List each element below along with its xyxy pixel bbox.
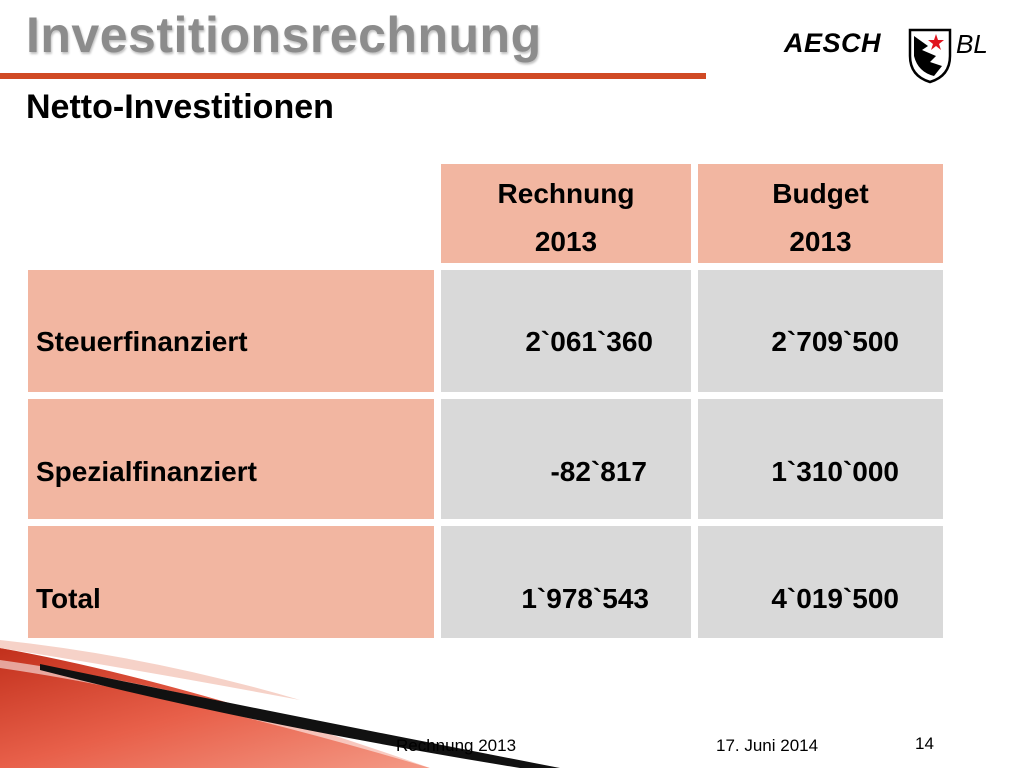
page-number: 14 xyxy=(915,734,934,753)
value-budget-total: 4`019`500 xyxy=(771,583,899,614)
table-cell-budget: 4`019`500 xyxy=(698,526,943,638)
table-cell-budget: 1`310`000 xyxy=(698,399,943,519)
header-budget-line2: 2013 xyxy=(789,226,852,257)
slide-title: Investitionsrechnung xyxy=(26,7,542,63)
table-cell-rechnung: -82`817 xyxy=(441,399,691,519)
value-rechnung-steuer: 2`061`360 xyxy=(525,326,653,357)
table-row-label: Spezialfinanziert xyxy=(28,399,434,519)
header-budget: Budget 2013 xyxy=(698,164,943,263)
table-row-label: Steuerfinanziert xyxy=(28,270,434,392)
header-rechnung-line1: Rechnung xyxy=(497,178,635,209)
row-label-steuerfinanziert: Steuerfinanziert xyxy=(36,326,248,357)
decorative-swoosh xyxy=(0,640,560,768)
table-row-label: Total xyxy=(28,526,434,638)
value-rechnung-spezial: -82`817 xyxy=(550,456,647,487)
logo-text-aesch: AESCH xyxy=(784,28,882,58)
value-budget-steuer: 2`709`500 xyxy=(771,326,899,357)
footer-date: 17. Juni 2014 xyxy=(716,736,819,755)
row-label-spezialfinanziert: Spezialfinanziert xyxy=(36,456,257,487)
header-budget-line1: Budget xyxy=(772,178,869,209)
row-label-total: Total xyxy=(36,583,101,614)
header-rechnung: Rechnung 2013 xyxy=(441,164,691,263)
municipality-logo: AESCH BL xyxy=(784,26,994,86)
table-cell-budget: 2`709`500 xyxy=(698,270,943,392)
crest-icon xyxy=(908,28,952,84)
value-rechnung-total: 1`978`543 xyxy=(521,583,649,614)
value-budget-spezial: 1`310`000 xyxy=(771,456,899,487)
header-rechnung-line2: 2013 xyxy=(534,226,598,257)
logo-text-bl: BL xyxy=(956,29,988,59)
slide-subtitle: Netto-Investitionen xyxy=(26,88,334,126)
table-cell-rechnung: 1`978`543 xyxy=(441,526,691,638)
table-cell-rechnung: 2`061`360 xyxy=(441,270,691,392)
footer-left: Rechnung 2013 xyxy=(396,736,517,755)
title-divider xyxy=(0,73,706,79)
